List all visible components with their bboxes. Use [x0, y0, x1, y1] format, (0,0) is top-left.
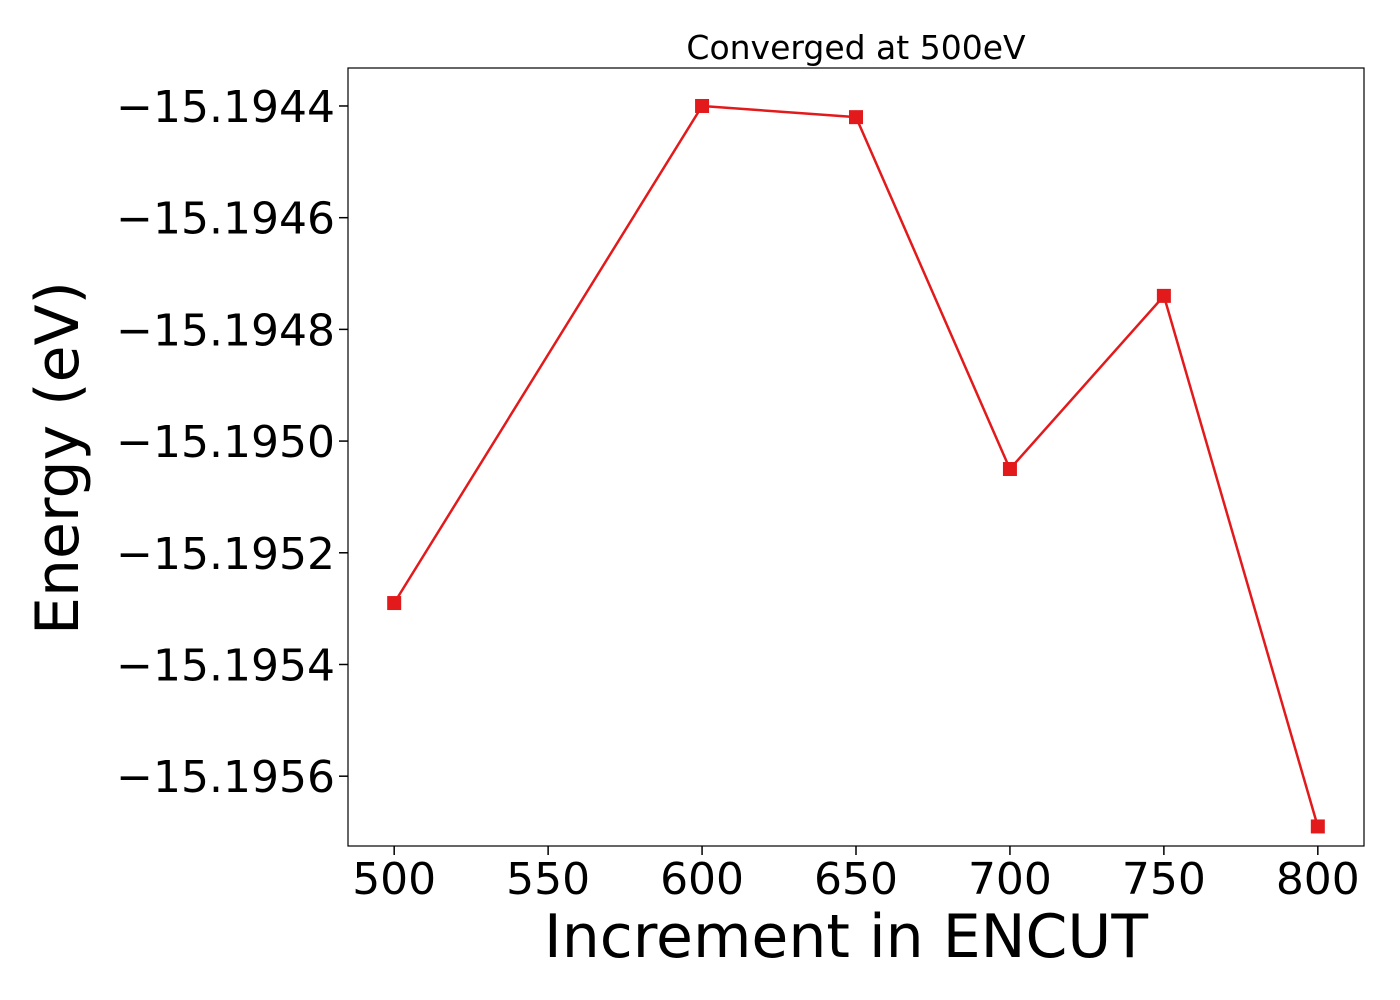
x-axis: 500 550 600 650 700 750 800 [352, 846, 1360, 905]
data-point-650 [849, 110, 863, 125]
y-tick-label: −15.1944 [116, 82, 335, 133]
x-axis-label: Increment in ENCUT [544, 902, 1148, 972]
x-tick-label: 800 [1276, 854, 1360, 905]
y-tick-label: −15.1950 [116, 417, 335, 468]
chart-title: Converged at 500eV [686, 28, 1026, 67]
data-point-500 [387, 596, 402, 611]
y-axis-label: Energy (eV) [23, 281, 93, 635]
y-tick-label: −15.1946 [116, 194, 335, 245]
data-point-750 [1156, 288, 1171, 303]
y-tick-label: −15.1948 [116, 305, 335, 356]
data-point-800 [1310, 819, 1325, 834]
x-tick-label: 750 [1122, 854, 1206, 905]
y-tick-label: −15.1954 [116, 640, 335, 691]
x-tick-label: 600 [660, 854, 744, 905]
x-tick-label: 550 [506, 854, 590, 905]
data-point-700 [1002, 462, 1017, 477]
y-tick-label: −15.1956 [116, 752, 335, 803]
series-line [393, 104, 1320, 827]
data-point-600 [695, 98, 710, 113]
x-tick-label: 700 [968, 854, 1052, 905]
x-tick-label: 500 [352, 854, 436, 905]
series-layer [387, 98, 1325, 834]
plot-area [347, 67, 1365, 847]
y-axis: −15.1944 −15.1946 −15.1948 −15.1950 −15.1952… [116, 82, 348, 803]
y-tick-label: −15.1952 [116, 529, 335, 580]
x-tick-label: 650 [814, 854, 898, 905]
